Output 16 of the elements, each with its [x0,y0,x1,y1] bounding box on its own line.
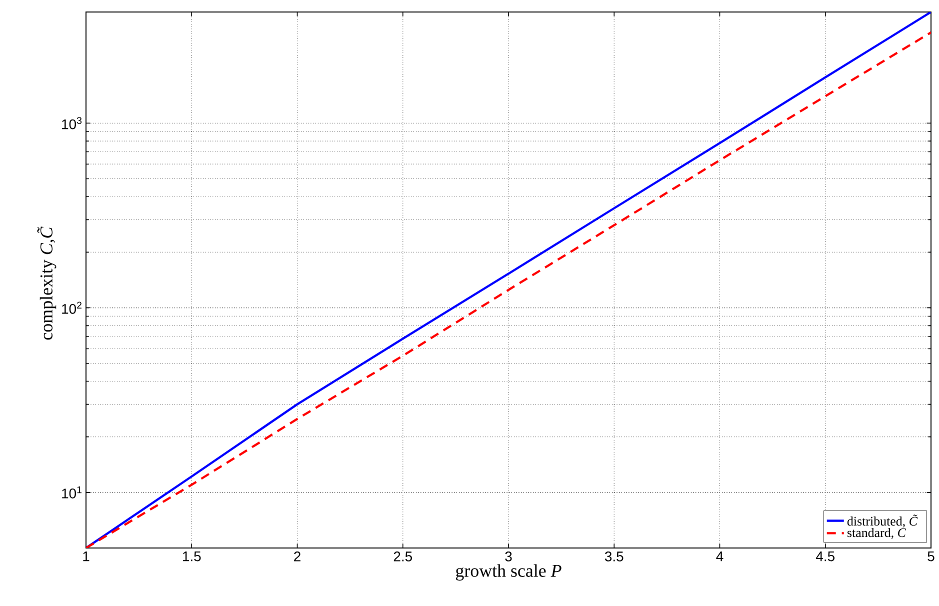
x-tick-label: 1 [83,552,90,562]
x-tick-label: 3.5 [604,552,624,562]
y-tick-label: 10$^{2}$ [62,302,82,314]
x-tick-label: 2.5 [394,552,412,562]
y-tick-label: 10$^{3}$ [62,117,82,130]
x-tick-label: 5 [928,552,934,562]
x-tick-label: 4.5 [816,552,834,562]
legend-label: standard, C [847,528,906,539]
x-tick-label: 3 [505,552,512,562]
x-tick-label: 1.5 [182,552,201,562]
x-tick-label: 4 [716,552,724,562]
x-axis-title: growth scale P [456,564,562,581]
legend-label: distributed, C̃ [847,514,918,528]
y-axis-title: complexity C,C̃ [37,226,56,340]
y-tick-label: 10$^{1}$ [62,486,82,498]
x-tick-label: 2 [294,552,300,562]
